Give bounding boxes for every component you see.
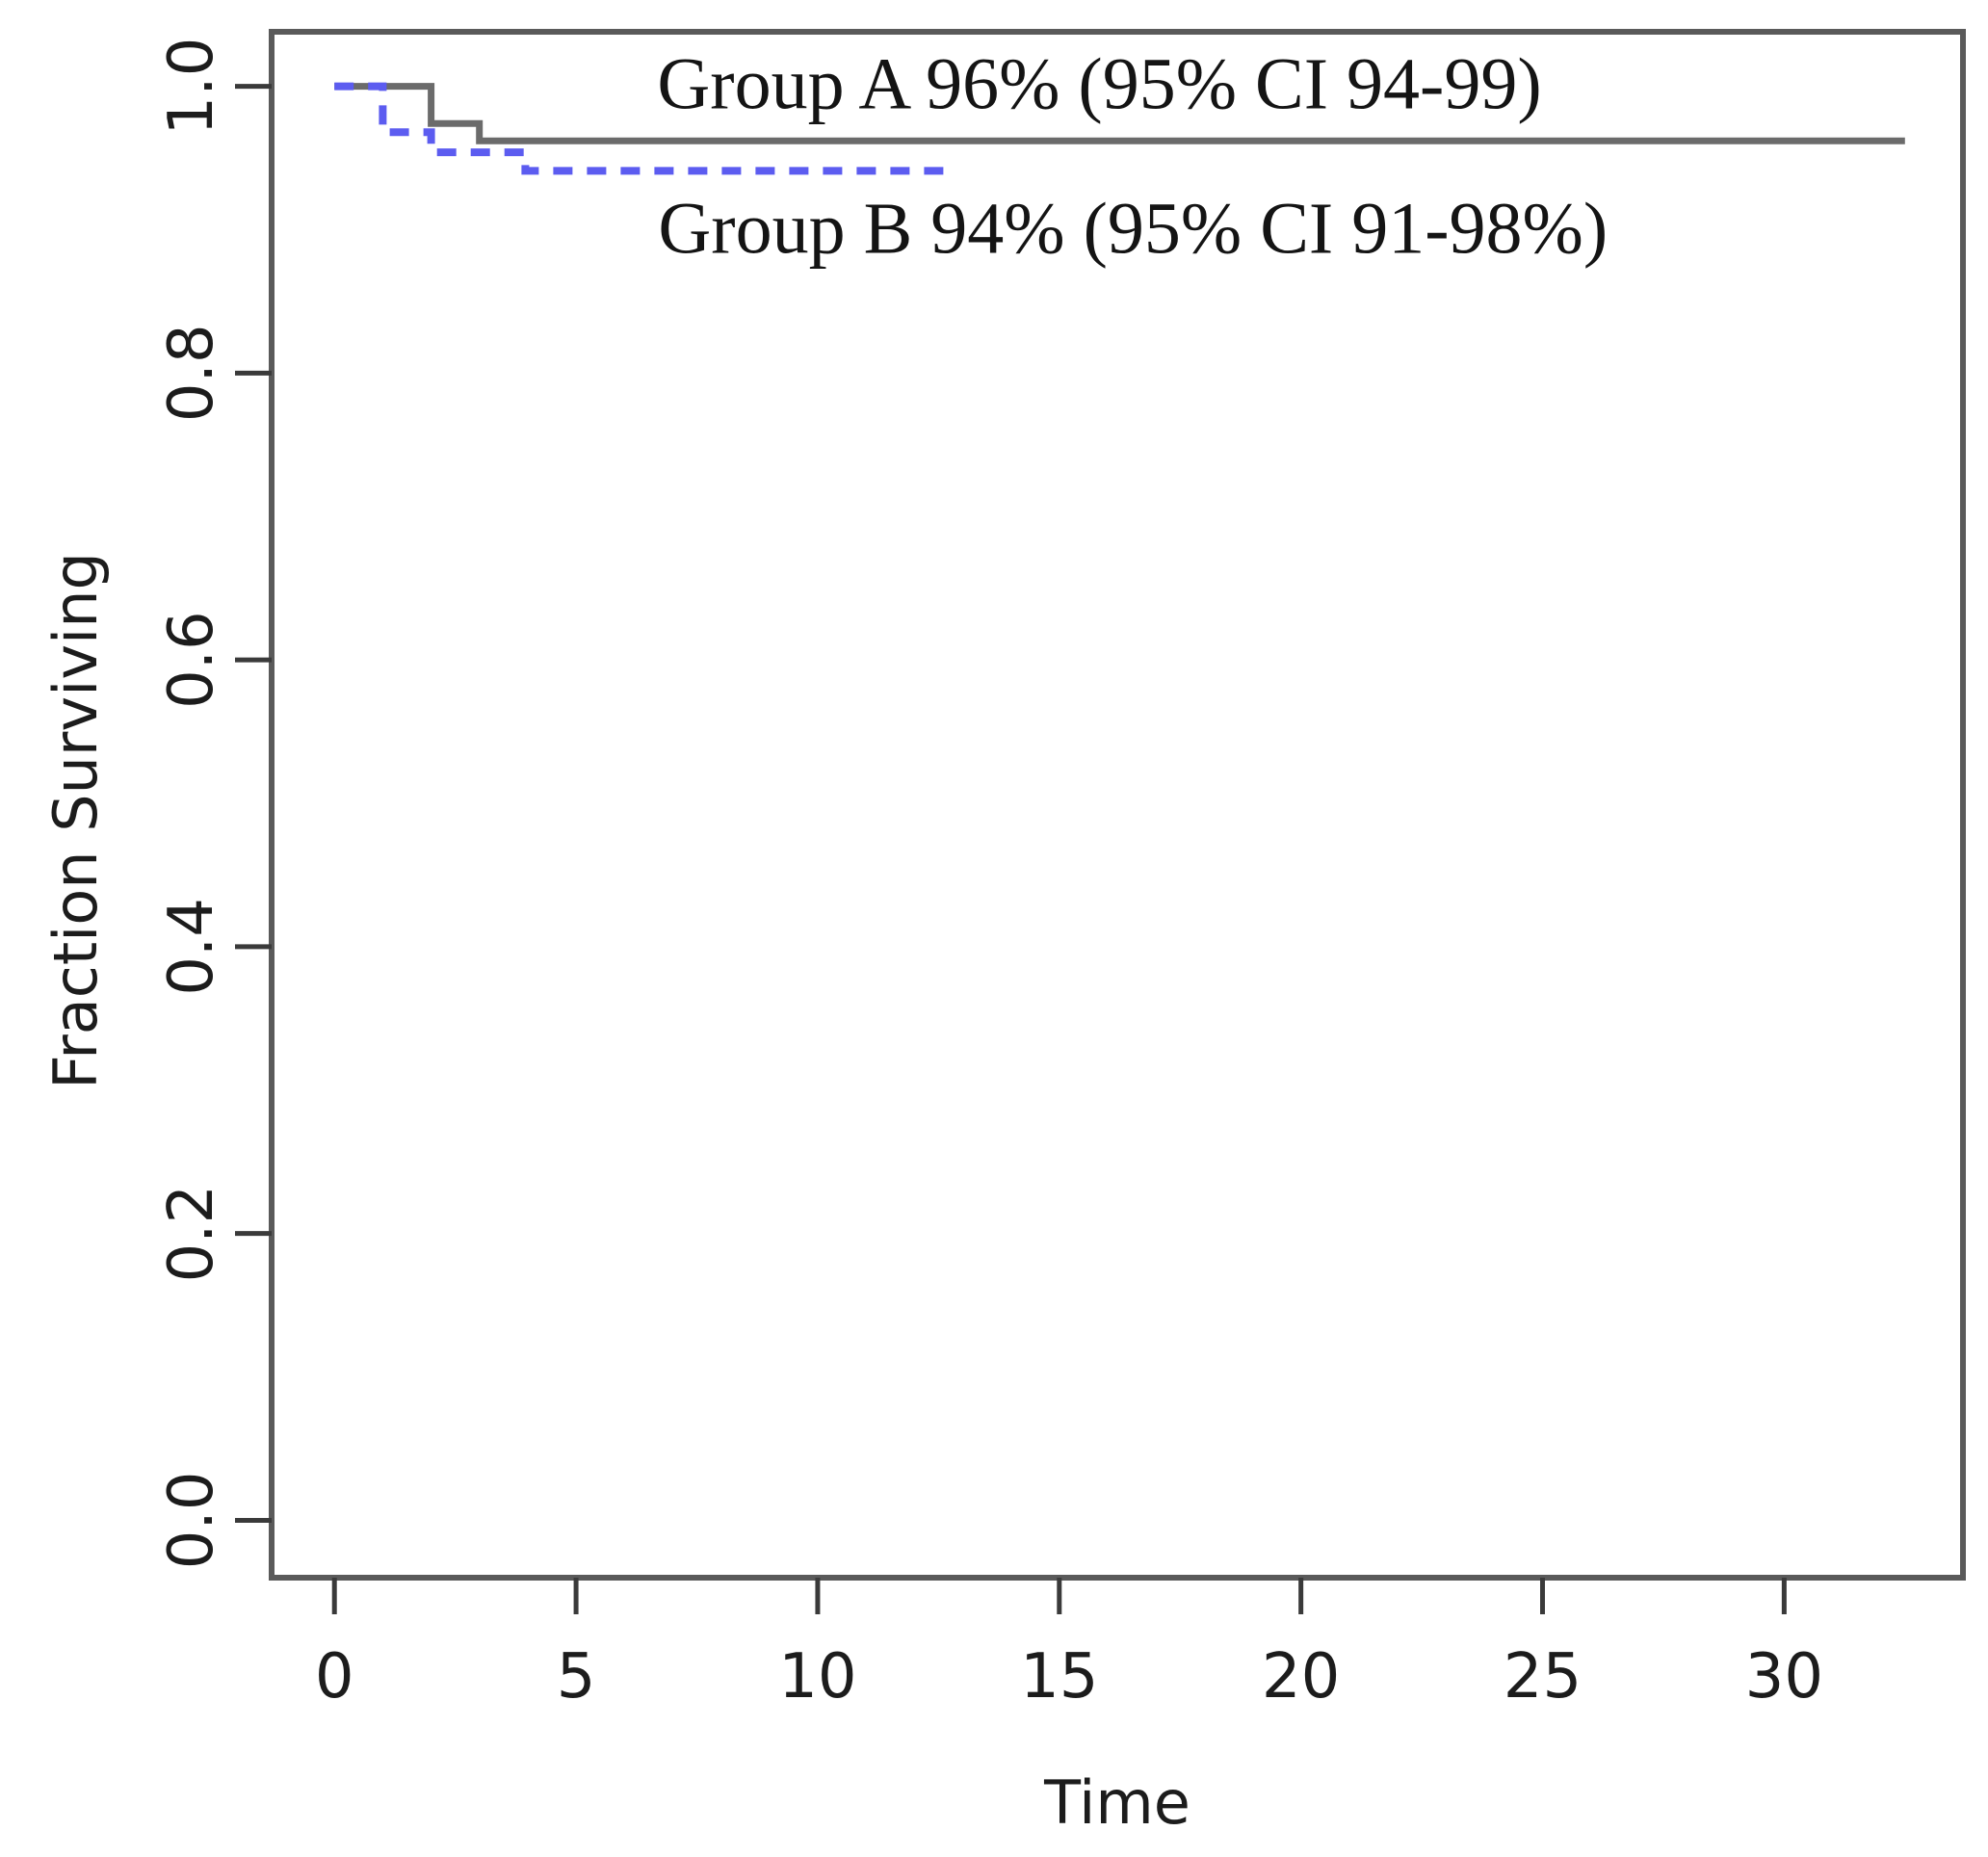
x-tick-label: 15	[1020, 1641, 1098, 1713]
y-tick-label: 0.8	[156, 324, 227, 422]
series-line-group-b	[334, 82, 946, 175]
x-axis-title: Time	[1043, 1767, 1190, 1838]
annotation-group-a-label: Group A 96% (95% CI 94-99)	[657, 44, 1541, 125]
y-tick-label: 0.0	[156, 1472, 227, 1570]
y-tick-label: 0.2	[156, 1185, 227, 1283]
y-axis-title: Fraction Surviving	[40, 552, 111, 1089]
plot-box	[269, 29, 1966, 1581]
x-tick-label: 10	[778, 1641, 856, 1713]
y-tick-label: 0.6	[156, 611, 227, 709]
y-tick-label: 0.4	[156, 898, 227, 996]
x-axis-ticks: 0 5 10 15 20 25 30	[315, 1578, 1823, 1713]
x-tick-label: 0	[315, 1641, 354, 1713]
series-line-group-a	[334, 83, 1905, 144]
y-tick-label: 1.0	[156, 38, 227, 136]
annotation-group-b-label: Group B 94% (95% CI 91-98%)	[658, 189, 1608, 270]
x-tick-label: 20	[1262, 1641, 1340, 1713]
x-tick-label: 30	[1745, 1641, 1823, 1713]
series-lines	[334, 82, 1905, 175]
x-tick-label: 25	[1504, 1641, 1582, 1713]
x-tick-label: 5	[557, 1641, 596, 1713]
chart-annotations: Group A 96% (95% CI 94-99) Group B 94% (9…	[657, 44, 1608, 270]
y-axis-ticks: 0.0 0.2 0.4 0.6 0.8 1.0	[156, 38, 272, 1570]
